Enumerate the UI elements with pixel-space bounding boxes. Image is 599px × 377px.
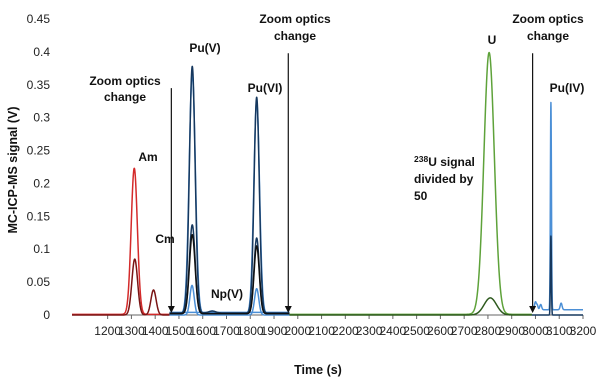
zoom-label-3-line2: change	[527, 29, 569, 43]
x-tick-label: 2800	[475, 324, 502, 338]
y-tick-label: 0	[43, 308, 50, 322]
u238-superscript: 238	[414, 154, 428, 164]
series-line-navy	[531, 235, 584, 316]
y-tick-label: 0.2	[33, 176, 50, 190]
y-tick-label: 0.1	[33, 242, 50, 256]
label-cm: Cm	[155, 232, 174, 246]
arrow-head	[529, 306, 537, 313]
x-tick-label: 2600	[427, 324, 454, 338]
label-u: U	[488, 33, 497, 47]
zoom-label-1-line2: change	[104, 90, 146, 104]
series-line-blue	[168, 284, 291, 316]
x-tick-label: 1400	[142, 324, 169, 338]
zoom-label-2-line1: Zoom optics	[259, 12, 331, 26]
arrow-head	[284, 306, 292, 313]
x-tick-label: 2100	[308, 324, 335, 338]
series-line-green	[288, 51, 533, 316]
x-axis-title: Time (s)	[294, 363, 342, 377]
y-tick-label: 0.35	[27, 78, 51, 92]
zoom-label-3-line1: Zoom optics	[512, 12, 584, 26]
x-tick-label: 2500	[403, 324, 430, 338]
x-tick-label: 1300	[118, 324, 145, 338]
y-tick-label: 0.3	[33, 111, 50, 125]
u238-note-line1: 238U signal	[414, 154, 475, 169]
zoom-label-2-line2: change	[274, 29, 316, 43]
x-tick-label: 3000	[522, 324, 549, 338]
x-tick-label: 2300	[356, 324, 383, 338]
x-tick-label: 1800	[237, 324, 264, 338]
x-tick-label: 1500	[166, 324, 193, 338]
label-pu-vi: Pu(VI)	[248, 81, 283, 95]
y-tick-label: 0.05	[27, 275, 51, 289]
x-tick-label: 1600	[189, 324, 216, 338]
x-tick-label: 2400	[380, 324, 407, 338]
zoom-label-1-line1: Zoom optics	[89, 74, 161, 88]
series-line-darkred	[71, 258, 171, 316]
series-line-blue	[531, 101, 584, 311]
label-pu-iv: Pu(IV)	[550, 81, 585, 95]
u238-note-line3: 50	[414, 189, 428, 203]
label-pu-v: Pu(V)	[189, 41, 220, 55]
u238-note-line2: divided by	[414, 172, 474, 186]
x-tick-label: 2200	[332, 324, 359, 338]
x-tick-label: 3100	[546, 324, 573, 338]
arrow-head	[167, 306, 175, 313]
series-line-blue	[168, 72, 291, 315]
y-axis-ticks: 0 0.05 0.1 0.15 0.2 0.25 0.3 0.35 0.4 0.45	[27, 12, 51, 322]
x-tick-label: 1200	[94, 324, 121, 338]
x-tick-label: 1700	[213, 324, 240, 338]
series-line-navy	[168, 65, 291, 314]
x-axis-ticks: 1200130014001500160017001800190020002100…	[94, 315, 597, 338]
annotation-arrows	[167, 53, 537, 313]
x-tick-label: 2000	[284, 324, 311, 338]
x-tick-label: 1900	[261, 324, 288, 338]
label-np-v: Np(V)	[211, 287, 243, 301]
u238-text: U signal	[428, 155, 475, 169]
y-tick-label: 0.45	[27, 12, 51, 26]
x-tick-label: 2700	[451, 324, 478, 338]
y-axis-title: MC-ICP-MS signal (V)	[6, 106, 20, 233]
series-line-darkgreen	[288, 297, 533, 316]
label-am: Am	[138, 150, 157, 164]
x-tick-label: 3200	[570, 324, 597, 338]
x-tick-label: 2900	[498, 324, 525, 338]
series-group	[71, 51, 584, 316]
y-tick-label: 0.15	[27, 209, 51, 223]
series-line-black	[168, 234, 291, 315]
y-tick-label: 0.25	[27, 144, 51, 158]
y-tick-label: 0.4	[33, 45, 50, 59]
